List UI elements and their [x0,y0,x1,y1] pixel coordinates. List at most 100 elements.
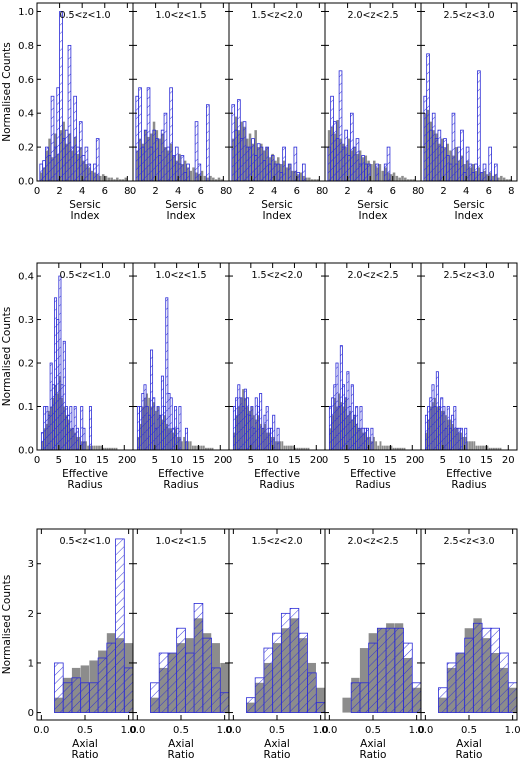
grey-bar [189,441,192,450]
x-tick-label: 10 [266,455,279,466]
y-axis-label: Normalised Counts [1,575,13,675]
redshift-label: 2.5<z<3.0 [443,10,494,21]
grey-bar [466,441,469,450]
hatched-bar [429,129,433,181]
grey-bar [392,172,396,181]
grey-bar [313,179,317,181]
grey-bar [301,447,303,450]
hatched-bar [474,163,478,181]
hatched-bar [280,612,291,713]
x-tick-label: 5 [344,455,350,466]
y-axis-label: Normalised Counts [1,307,13,407]
chart-row-2: Normalised Counts 0.0 0.5 1.0 0 1 2 3 0.5<z<1.0 A… [1,528,520,761]
x-tick-label: 5 [440,455,446,466]
x-axis-label: Radius [67,479,102,491]
hatched-bar [84,146,89,181]
x-axis-label: Index [455,210,484,222]
hatched-bar [327,146,332,181]
y-tick-label: 0.1 [18,402,34,413]
hatched-bar [423,95,428,181]
hatched-bar [279,172,284,181]
x-tick-label: 8 [508,186,514,197]
grey-bar [183,436,186,450]
x-tick-label: 8 [412,186,418,197]
x-tick-label: 0 [226,186,232,197]
redshift-label: 2.0<z<2.5 [347,10,398,21]
grey-bar [409,179,413,181]
x-axis-label: Ratio [264,749,291,761]
grey-bar [214,179,218,181]
grey-bar [93,445,96,450]
hatched-bar [490,627,500,713]
redshift-label: 0.5<z<1.0 [59,270,110,281]
grey-bar [386,445,388,450]
hatched-bar [276,163,281,181]
grey-bar [98,445,100,450]
grey-bar [109,447,111,450]
x-tick-label: 4 [367,186,373,197]
grey-bar [116,177,119,181]
hatched-bar [448,163,453,181]
grey-bar [110,177,113,181]
x-tick-label: 4 [271,186,277,197]
hatched-bar [289,607,300,713]
hatched-bar [150,682,160,713]
grey-bar [502,177,506,181]
hatched-bar [138,87,142,181]
redshift-label: 2.0<z<2.5 [347,536,398,547]
x-tick-label: 4 [463,186,469,197]
hatched-bar [471,172,476,181]
grey-bar [401,447,404,450]
x-tick-label: 0 [322,455,328,466]
hatched-bar [446,662,457,713]
grey-bar [500,175,503,181]
grey-bar [181,441,183,450]
x-tick-label: 15 [192,455,205,466]
grey-bar [485,174,489,181]
x-tick-label: 0.0 [321,725,337,736]
grey-bar [113,447,116,450]
grey-bar [202,445,205,450]
hatched-bar [454,163,459,181]
x-tick-label: 0.0 [33,725,49,736]
grey-bar [505,179,509,181]
x-tick-label: 4 [175,186,181,197]
hatched-bar [62,138,66,181]
grey-bar [497,177,500,181]
grey-bar [205,447,207,450]
x-tick-label: 0.5 [365,725,381,736]
grey-bar [479,445,482,450]
grey-bar [113,179,116,181]
x-tick-label: 6 [102,186,108,197]
grey-bar [412,179,416,181]
hatched-bar [366,427,370,450]
grey-bar [471,441,474,450]
grey-bar [220,179,224,181]
redshift-label: 1.5<z<2.0 [251,270,302,281]
grey-bar [287,445,290,450]
grey-bar [497,447,500,450]
hatched-bar [141,146,145,181]
hatched-bar [93,163,97,181]
grey-bar [104,447,107,450]
x-axis-label: Index [71,210,100,222]
grey-bar [283,445,286,450]
hatched-bar [206,104,210,181]
hatched-bar [361,155,365,181]
hatched-bar [368,642,378,713]
x-axis-label: Axial [264,738,290,750]
hatched-bar [499,652,509,713]
hatched-bar [366,163,371,181]
grey-bar [401,175,404,181]
grey-bar [370,164,373,181]
x-tick-label: 5 [152,455,158,466]
grey-bar [291,170,294,181]
grey-bar [373,436,375,450]
x-tick-label: 20 [406,455,419,466]
x-tick-label: 1.0 [505,725,520,736]
x-axis-label: Effective [62,468,108,480]
grey-bar [200,445,203,450]
x-axis-label: Radius [259,479,294,491]
